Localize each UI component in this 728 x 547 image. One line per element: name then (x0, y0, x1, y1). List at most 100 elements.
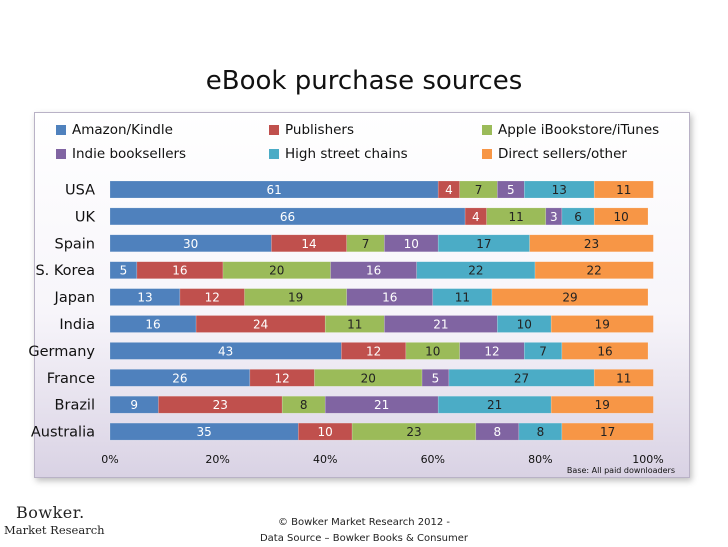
data-label: 19 (288, 291, 303, 305)
bar-segment (561, 207, 595, 226)
legend-label: Indie booksellers (72, 146, 187, 162)
chart-title: eBook purchase sources (205, 66, 523, 96)
data-label: 16 (145, 318, 160, 332)
data-label: 23 (213, 398, 228, 412)
legend: Amazon/Kindle Publishers Apple iBookstor… (56, 118, 686, 170)
data-label: 17 (476, 237, 491, 251)
legend-swatch (56, 149, 66, 159)
data-label: 10 (613, 210, 628, 224)
x-tick-label: 100% (632, 453, 663, 466)
category-label: Japan (54, 290, 95, 306)
data-label: 10 (404, 237, 419, 251)
data-label: 13 (552, 183, 567, 197)
legend-label: Amazon/Kindle (72, 122, 173, 138)
legend-item-amazon-kindle: Amazon/Kindle (56, 118, 269, 142)
data-label: 7 (539, 344, 547, 358)
data-label: 21 (374, 398, 389, 412)
category-label: Brazil (55, 398, 95, 414)
legend-swatch (269, 125, 279, 135)
data-label: 16 (172, 264, 187, 278)
data-label: 7 (362, 237, 370, 251)
category-label: S. Korea (35, 263, 95, 279)
legend-swatch (269, 149, 279, 159)
category-label: India (59, 317, 95, 333)
category-label: Australia (31, 425, 95, 441)
data-label: 8 (494, 425, 502, 439)
data-label: 22 (587, 264, 602, 278)
data-label: 12 (366, 344, 381, 358)
data-label: 43 (218, 344, 233, 358)
data-label: 12 (484, 344, 499, 358)
data-label: 11 (616, 371, 631, 385)
legend-item-high-street-chains: High street chains (269, 142, 482, 166)
legend-swatch (482, 149, 492, 159)
data-label: 8 (300, 398, 308, 412)
data-label: 10 (425, 344, 440, 358)
bar-segment (593, 207, 649, 226)
data-label: 12 (275, 371, 290, 385)
data-label: 24 (253, 318, 268, 332)
data-label: 23 (584, 237, 599, 251)
data-label: 5 (120, 264, 128, 278)
data-label: 4 (472, 210, 480, 224)
data-label: 26 (172, 371, 187, 385)
data-label: 11 (455, 291, 470, 305)
bowker-logo: Bowker. Market Research (4, 503, 108, 543)
x-tick-label: 40% (313, 453, 337, 466)
bar-segment (464, 207, 487, 226)
data-label: 22 (468, 264, 483, 278)
category-label: USA (65, 183, 95, 199)
bar-segment (298, 422, 353, 441)
category-label: France (47, 371, 95, 387)
bar-segment (437, 180, 460, 199)
data-label: 6 (574, 210, 582, 224)
data-label: 19 (595, 398, 610, 412)
legend-label: Direct sellers/other (498, 146, 627, 162)
data-label: 13 (137, 291, 152, 305)
legend-label: Publishers (285, 122, 355, 138)
copyright-notice: © Bowker Market Research 2012 - Data Sou… (0, 515, 728, 547)
data-source-line: Data Source – Bowker Books & Consumer (259, 533, 469, 544)
bar-segment (534, 261, 654, 279)
legend-swatch (482, 125, 492, 135)
x-tick-label: 80% (528, 453, 552, 466)
legend-item-indie-booksellers: Indie booksellers (56, 142, 269, 166)
data-label: 14 (301, 237, 316, 251)
bar-segment (561, 422, 654, 441)
logo-subtitle: Market Research (4, 523, 105, 537)
data-label: 20 (269, 264, 284, 278)
bar-segment (491, 288, 649, 306)
data-label: 35 (197, 425, 212, 439)
data-label: 10 (517, 318, 532, 332)
data-label: 27 (514, 371, 529, 385)
x-tick-label: 0% (101, 453, 118, 466)
data-label: 17 (600, 425, 615, 439)
legend-item-publishers: Publishers (269, 118, 482, 142)
data-label: 3 (550, 210, 558, 224)
bar-segment (405, 342, 460, 360)
bar-segment (593, 369, 654, 387)
base-note: Base: All paid downloaders (567, 466, 675, 475)
data-label: 19 (595, 318, 610, 332)
data-label: 10 (318, 425, 333, 439)
legend-label: High street chains (285, 146, 408, 162)
data-label: 11 (509, 210, 524, 224)
legend-item-direct-sellers: Direct sellers/other (482, 142, 695, 166)
data-label: 66 (280, 210, 295, 224)
data-label: 21 (487, 398, 502, 412)
bar-segment (432, 288, 493, 306)
data-label: 7 (475, 183, 483, 197)
data-label: 4 (445, 183, 453, 197)
data-label: 16 (382, 291, 397, 305)
legend-item-apple-ibookstore: Apple iBookstore/iTunes (482, 118, 695, 142)
category-label: Spain (54, 236, 95, 252)
category-label: Germany (28, 344, 95, 360)
legend-label: Apple iBookstore/iTunes (498, 122, 660, 138)
x-tick-label: 20% (205, 453, 229, 466)
data-label: 29 (562, 291, 577, 305)
bar-segment (593, 180, 654, 199)
logo-wordmark: Bowker. (16, 503, 85, 522)
data-label: 5 (507, 183, 515, 197)
bar-segment (330, 261, 417, 279)
